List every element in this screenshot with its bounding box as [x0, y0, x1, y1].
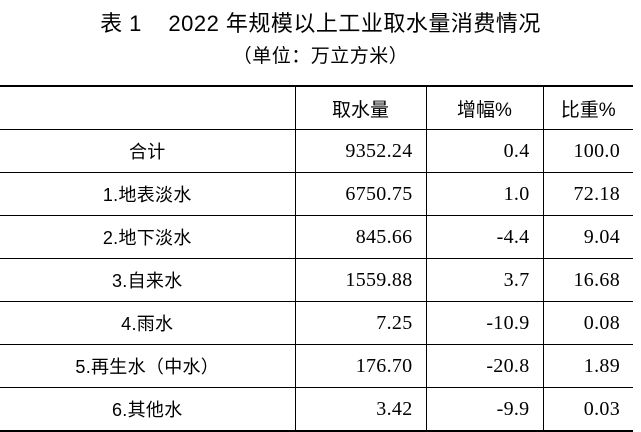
row-intake-value: 7.25 — [295, 301, 427, 345]
row-share-value: 1.89 — [543, 344, 633, 388]
title-block: 表 1 2022 年规模以上工业取水量消费情况 （单位：万立方米） — [0, 0, 641, 71]
table-row: 4.雨水 7.25 -10.9 0.08 — [0, 301, 633, 345]
row-share-value: 100.0 — [543, 129, 633, 173]
row-label: 1.地表淡水 — [0, 172, 296, 216]
row-growth-value: 0.4 — [426, 129, 544, 173]
row-growth-value: -20.8 — [426, 344, 544, 388]
row-share-value: 16.68 — [543, 258, 633, 302]
column-header-growth: 增幅% — [426, 85, 544, 130]
page-title: 表 1 2022 年规模以上工业取水量消费情况 — [100, 11, 541, 36]
row-growth-value: -10.9 — [426, 301, 544, 345]
row-intake-value: 6750.75 — [295, 172, 427, 216]
row-intake-value: 176.70 — [295, 344, 427, 388]
column-header-category — [0, 85, 296, 130]
row-share-value: 0.03 — [543, 387, 633, 432]
row-growth-value: -9.9 — [426, 387, 544, 432]
row-label: 2.地下淡水 — [0, 215, 296, 259]
row-label: 6.其他水 — [0, 387, 296, 432]
table-row: 合计 9352.24 0.4 100.0 — [0, 129, 633, 173]
table-header-row: 取水量 增幅% 比重% — [0, 85, 633, 130]
statistics-table: 取水量 增幅% 比重% 合计 9352.24 0.4 100.0 1.地表淡水 … — [0, 85, 633, 432]
table-row: 3.自来水 1559.88 3.7 16.68 — [0, 258, 633, 302]
row-share-value: 9.04 — [543, 215, 633, 259]
column-header-share: 比重% — [543, 85, 633, 130]
row-intake-value: 3.42 — [295, 387, 427, 432]
row-intake-value: 9352.24 — [295, 129, 427, 173]
statistics-table-container: 取水量 增幅% 比重% 合计 9352.24 0.4 100.0 1.地表淡水 … — [0, 85, 641, 432]
row-growth-value: 1.0 — [426, 172, 544, 216]
row-intake-value: 1559.88 — [295, 258, 427, 302]
row-intake-value: 845.66 — [295, 215, 427, 259]
row-growth-value: 3.7 — [426, 258, 544, 302]
table-row: 2.地下淡水 845.66 -4.4 9.04 — [0, 215, 633, 259]
table-unit-subtitle: （单位：万立方米） — [232, 46, 409, 67]
row-share-value: 72.18 — [543, 172, 633, 216]
row-share-value: 0.08 — [543, 301, 633, 345]
row-label: 合计 — [0, 129, 296, 173]
table-header: 取水量 增幅% 比重% — [0, 85, 633, 130]
row-label: 4.雨水 — [0, 301, 296, 345]
table-body: 合计 9352.24 0.4 100.0 1.地表淡水 6750.75 1.0 … — [0, 129, 633, 432]
row-label: 5.再生水（中水） — [0, 344, 296, 388]
table-row: 1.地表淡水 6750.75 1.0 72.18 — [0, 172, 633, 216]
row-growth-value: -4.4 — [426, 215, 544, 259]
column-header-intake: 取水量 — [295, 85, 427, 130]
row-label: 3.自来水 — [0, 258, 296, 302]
table-row: 5.再生水（中水） 176.70 -20.8 1.89 — [0, 344, 633, 388]
table-row: 6.其他水 3.42 -9.9 0.03 — [0, 387, 633, 432]
